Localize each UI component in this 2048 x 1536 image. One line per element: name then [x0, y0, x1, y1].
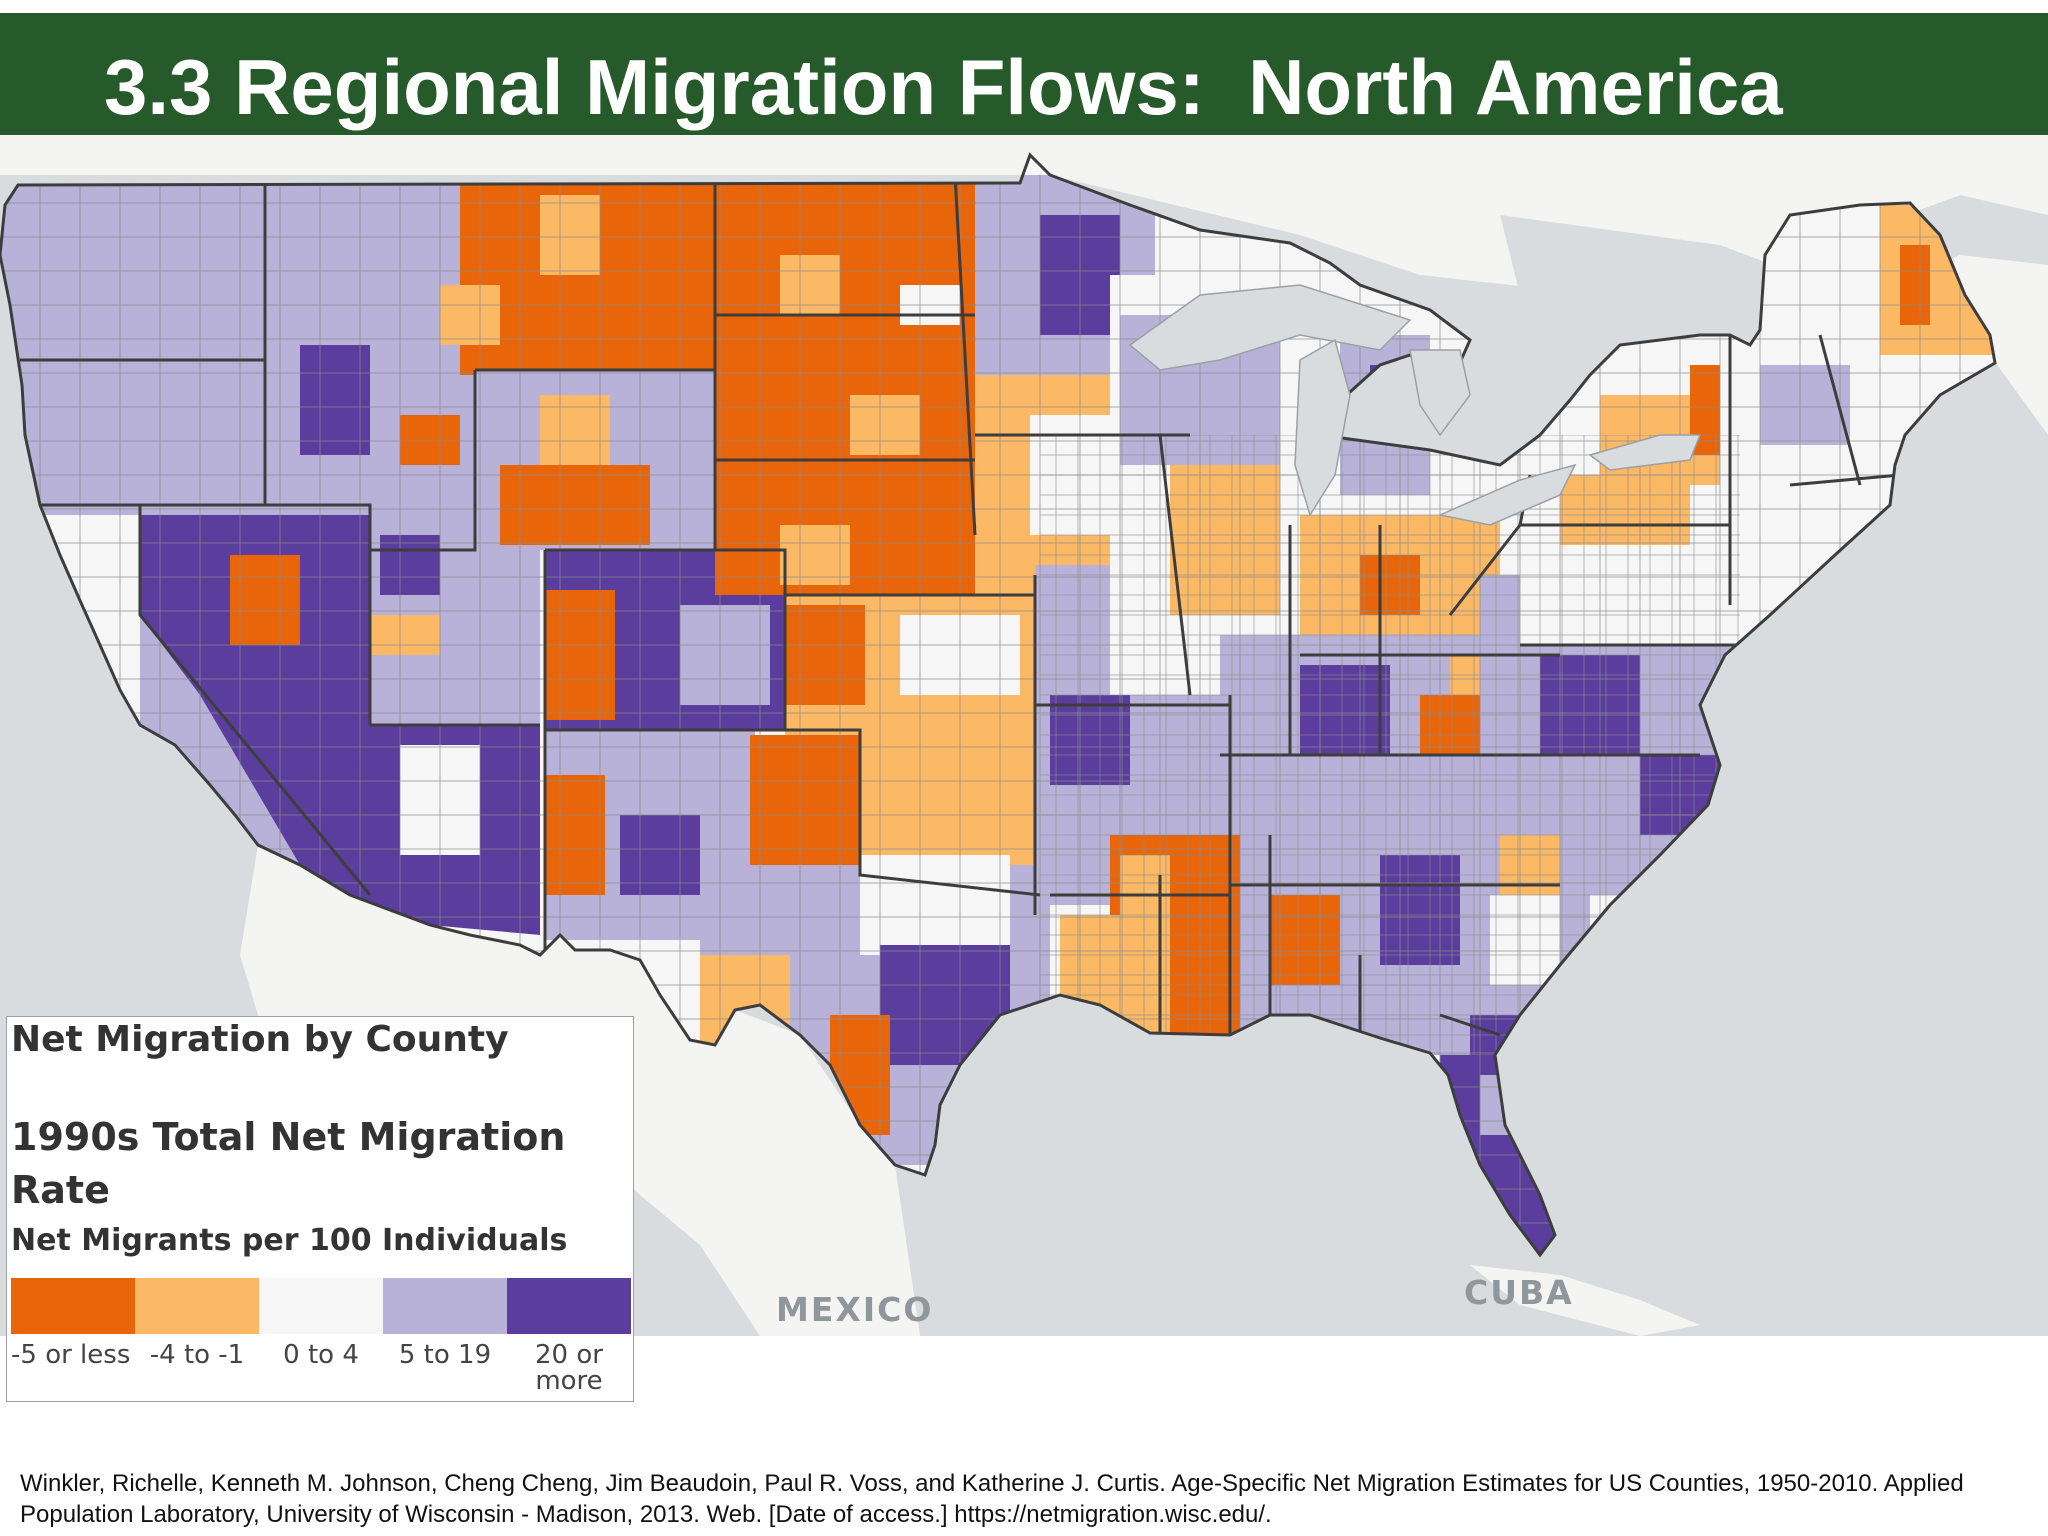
legend-swatch-1 [11, 1278, 135, 1334]
legend-labels: -5 or less -4 to -1 0 to 4 5 to 19 20 or… [11, 1334, 631, 1394]
cuba-land [1470, 1265, 1700, 1336]
legend-swatch-2 [135, 1278, 259, 1334]
legend-unit: Net Migrants per 100 Individuals [11, 1223, 568, 1258]
legend-swatch-5 [507, 1278, 631, 1334]
legend-label-3: 0 to 4 [283, 1340, 359, 1370]
page-title: 3.3 Regional Migration Flows: North Amer… [104, 43, 1783, 131]
legend-label-1: -5 or less [11, 1340, 131, 1370]
legend-label-4: 5 to 19 [398, 1340, 492, 1370]
migration-map[interactable]: MEXICO CUBA [0, 135, 2048, 1336]
legend-title: Net Migration by County [11, 1019, 509, 1060]
legend-swatch-4 [383, 1278, 507, 1334]
cuba-label: CUBA [1464, 1273, 1574, 1312]
mexico-label: MEXICO [776, 1290, 934, 1329]
map-svg [0, 135, 2048, 1336]
legend-subtitle: 1990s Total Net Migration Rate [11, 1115, 566, 1212]
state-borders [20, 174, 1901, 1155]
map-legend: Net Migration by County 1990s Total Net … [6, 1016, 634, 1402]
legend-label-2: -4 to -1 [149, 1340, 245, 1370]
title-bar: 3.3 Regional Migration Flows: North Amer… [0, 13, 2048, 135]
legend-swatches [11, 1278, 631, 1334]
canada-land [0, 135, 2048, 435]
legend-label-5: 20 or more [535, 1340, 603, 1396]
source-citation: Winkler, Richelle, Kenneth M. Johnson, C… [20, 1470, 1964, 1528]
legend-swatch-3 [259, 1278, 383, 1334]
great-lakes [1128, 284, 1702, 526]
